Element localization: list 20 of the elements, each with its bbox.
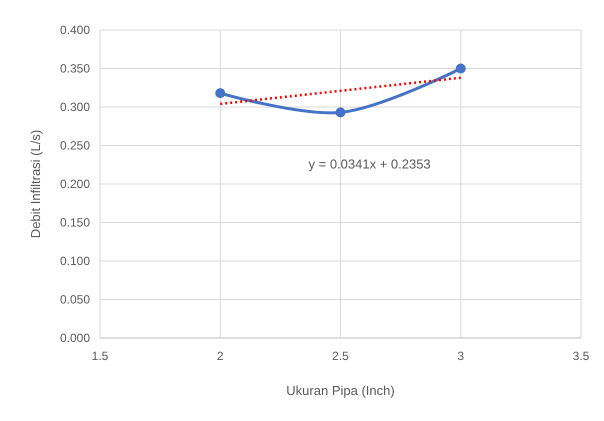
point [456, 64, 466, 74]
point [336, 107, 346, 118]
x-tick-label: 3.5 [572, 349, 590, 363]
y-tick-label: 0.250 [60, 138, 90, 153]
y-tick-label: 0.150 [60, 216, 90, 230]
x-axis-title: Ukuran Pipa (Inch) [286, 383, 395, 398]
y-tick-label: 0.100 [60, 254, 90, 268]
x-tick-label: 2.5 [332, 349, 350, 363]
y-tick-label: 0.300 [60, 100, 90, 114]
y-tick-label: 0.000 [60, 331, 90, 346]
y-tick-label: 0.050 [60, 292, 90, 307]
x-tick-label: 2 [216, 349, 224, 363]
x-tick-label: 3 [457, 349, 464, 363]
point [215, 88, 226, 98]
y-axis-title: Debit Infiltrasi (L/s) [28, 130, 43, 238]
x-tick-label: 1.5 [92, 349, 109, 363]
y-tick-label: 0.200 [60, 177, 90, 192]
annotation: y = 0.0341x + 0.2353 [308, 156, 431, 172]
y-tick-label: 0.400 [60, 23, 90, 38]
y-tick-label: 0.350 [60, 62, 90, 76]
